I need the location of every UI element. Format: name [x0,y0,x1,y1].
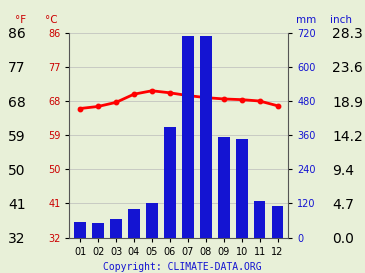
Bar [74,222,86,238]
Bar [182,35,194,238]
Bar [254,201,265,238]
Text: mm: mm [296,14,317,25]
Bar [218,136,230,238]
Bar [146,203,158,238]
Bar [110,219,122,238]
Bar [128,209,140,238]
Bar [272,206,283,238]
Text: inch: inch [330,14,352,25]
Bar [236,140,247,238]
Bar [92,223,104,238]
Bar [200,35,212,238]
Bar [164,127,176,238]
Text: Copyright: CLIMATE-DATA.ORG: Copyright: CLIMATE-DATA.ORG [103,262,262,272]
Text: °F: °F [15,14,26,25]
Text: °C: °C [45,14,57,25]
